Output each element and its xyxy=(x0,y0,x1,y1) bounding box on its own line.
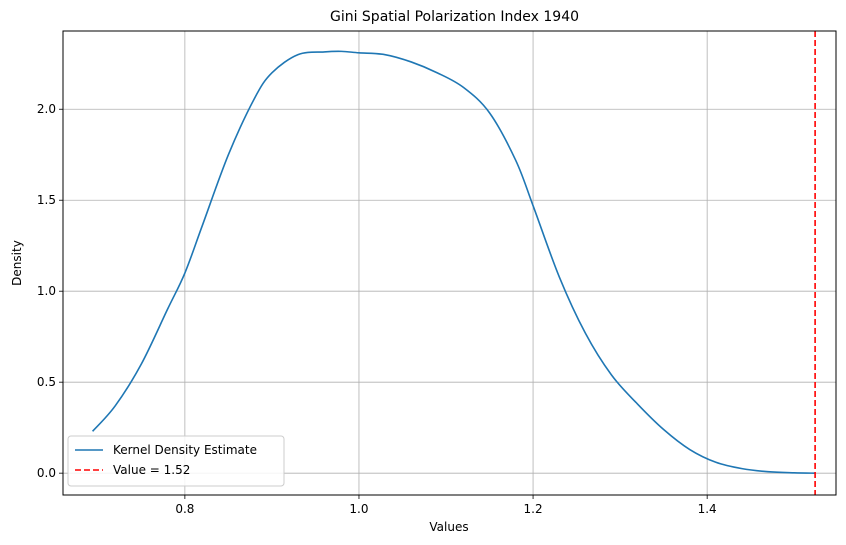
y-tick-label: 0.0 xyxy=(37,466,56,480)
x-tick-label: 1.2 xyxy=(524,502,543,516)
y-tick-label: 1.0 xyxy=(37,284,56,298)
x-tick-label: 1.4 xyxy=(698,502,717,516)
plot-area xyxy=(91,31,816,495)
x-tick-label: 1.0 xyxy=(349,502,368,516)
y-tick-label: 2.0 xyxy=(37,102,56,116)
plot-frame xyxy=(62,30,837,496)
legend: Kernel Density Estimate Value = 1.52 xyxy=(67,435,285,487)
y-tick-label: 1.5 xyxy=(37,193,56,207)
legend-label: Value = 1.52 xyxy=(113,463,190,477)
kde-series-line xyxy=(91,50,816,474)
legend-label: Kernel Density Estimate xyxy=(113,443,257,457)
chart-title: Gini Spatial Polarization Index 1940 xyxy=(330,9,579,25)
x-tick-label: 0.8 xyxy=(175,502,194,516)
legend-box xyxy=(67,435,285,487)
y-axis-label: Density xyxy=(10,240,24,286)
y-tick-label: 0.5 xyxy=(37,375,56,389)
x-axis-label: Values xyxy=(429,520,468,534)
y-axis: 0.0 0.5 1.0 1.5 2.0 xyxy=(37,102,63,480)
grid xyxy=(63,31,836,495)
x-axis: 0.8 1.0 1.2 1.4 xyxy=(175,495,717,516)
